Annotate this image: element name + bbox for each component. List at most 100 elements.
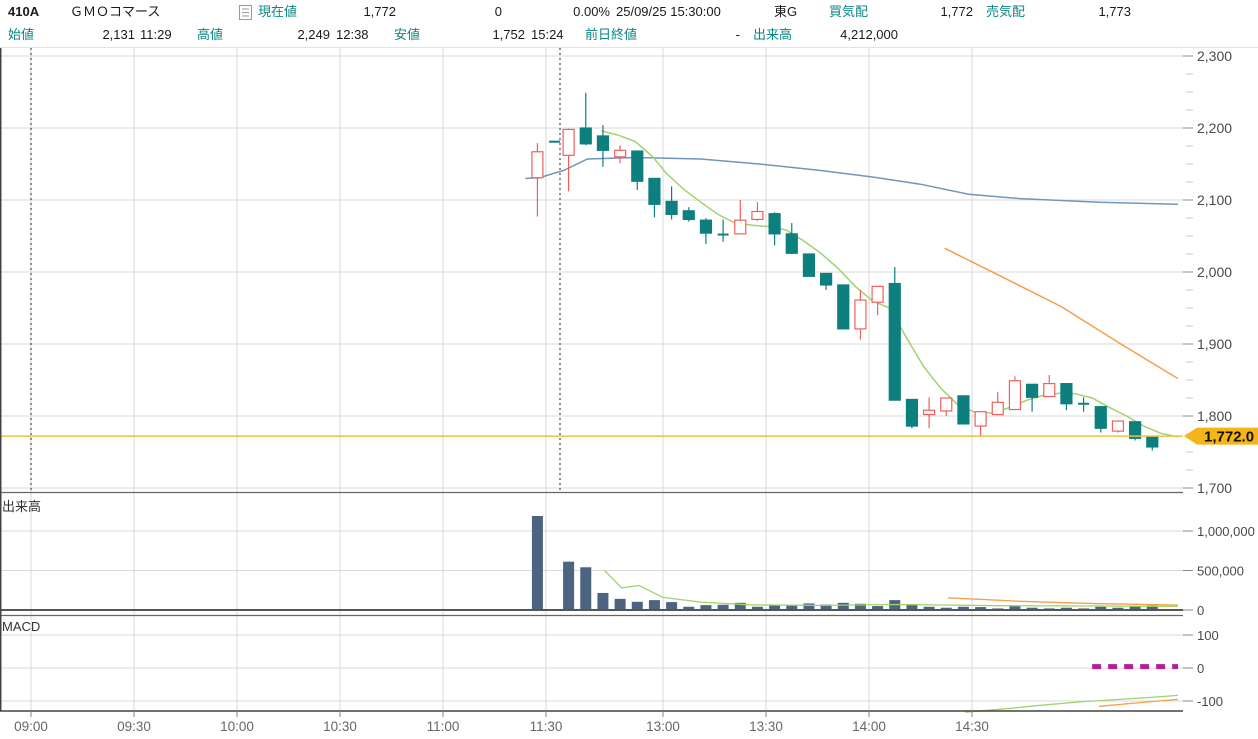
volume-bar [648, 600, 660, 610]
volume-bar [580, 567, 592, 610]
svg-text:10:30: 10:30 [323, 719, 357, 734]
volume-bar [700, 605, 712, 610]
volume-bar [820, 604, 832, 610]
volume-ma-green [604, 570, 1179, 608]
symbol-name: ＧＭＯコマース [70, 4, 161, 19]
ask-label: 売気配 [986, 4, 1026, 19]
quote-datetime: 25/09/25 15:30:00 [616, 4, 721, 19]
low-label: 安値 [394, 27, 421, 42]
volume-bar [631, 601, 643, 610]
candle [1146, 436, 1159, 448]
volume-bar [1095, 606, 1107, 610]
candle [871, 285, 884, 303]
ma-mid-line [525, 156, 1179, 206]
ma-long-line [944, 247, 1179, 380]
volume-bar [906, 604, 918, 610]
price-axis: 1,700 1,800 1,900 2,000 2,100 2,200 2,300 1,000… [1183, 48, 1255, 709]
board-icon[interactable] [239, 5, 252, 20]
volume-bar [597, 592, 609, 610]
candle [991, 401, 1004, 416]
volume-bar [786, 605, 798, 610]
day-volume-value: 4,212,000 [840, 27, 898, 42]
header-divider [0, 47, 1258, 48]
svg-text:09:30: 09:30 [117, 719, 151, 734]
volume-bar [923, 606, 935, 610]
candle [699, 219, 713, 234]
volume-ma-orange [947, 597, 1179, 606]
quote-header: 410A ＧＭＯコマース 現在値 1,772 0 0.00% 25/09/25 … [0, 0, 1258, 47]
pane-separators [0, 48, 1183, 712]
svg-text:100: 100 [1197, 628, 1219, 643]
volume-bar [837, 602, 849, 610]
volume-bar [614, 598, 626, 610]
open-time: 11:29 [140, 27, 172, 42]
current-price-label: 現在値 [258, 4, 298, 19]
volume-bar [1112, 607, 1124, 610]
volume-bar [683, 606, 695, 610]
svg-text:1,000,000: 1,000,000 [1197, 524, 1255, 539]
high-time: 12:38 [336, 27, 369, 42]
svg-text:13:00: 13:00 [646, 719, 680, 734]
candle [974, 411, 987, 427]
candle [854, 299, 867, 330]
svg-text:14:00: 14:00 [852, 719, 886, 734]
market-segment: 東G [774, 4, 798, 19]
volume-bar [717, 604, 729, 610]
volume-bar [751, 606, 763, 610]
candle [905, 398, 919, 427]
high-value: 2,249 [297, 27, 330, 42]
svg-text:11:30: 11:30 [530, 719, 563, 734]
candle [1025, 383, 1039, 398]
candle [1008, 380, 1022, 411]
volume-bar [803, 603, 815, 610]
svg-text:11:00: 11:00 [427, 719, 460, 734]
volume-bar [957, 606, 969, 610]
prev-close-value: - [735, 27, 740, 42]
candle [596, 135, 610, 151]
candle [734, 219, 747, 235]
candle [562, 128, 575, 156]
candle [837, 284, 850, 330]
current-price-value: 1,772 [363, 4, 396, 19]
svg-text:13:30: 13:30 [749, 719, 783, 734]
candle [785, 233, 798, 254]
day-volume-label: 出来高 [753, 27, 793, 42]
prev-close-label: 前日終値 [585, 27, 638, 42]
svg-text:1,700: 1,700 [1197, 480, 1232, 496]
bid-value: 1,772 [940, 4, 973, 19]
volume-bar [1060, 607, 1072, 610]
svg-text:2,200: 2,200 [1197, 120, 1232, 136]
macd-pane-label: MACD [2, 619, 41, 634]
volume-bar [1009, 606, 1021, 610]
candle [579, 127, 592, 145]
volume-bar [531, 515, 543, 610]
svg-text:14:30: 14:30 [955, 719, 989, 734]
volume-bar [1146, 605, 1158, 610]
candle [819, 272, 833, 286]
ask-value: 1,773 [1098, 4, 1131, 19]
change-value: 0 [494, 4, 502, 19]
macd-line-green [965, 694, 1179, 713]
volume-bar [854, 603, 866, 610]
svg-text:1,800: 1,800 [1197, 408, 1232, 424]
candle [957, 395, 970, 425]
svg-text:2,100: 2,100 [1197, 192, 1232, 208]
svg-text:1,772.0: 1,772.0 [1204, 429, 1254, 446]
current-price-badge: 1,772.0 [1184, 427, 1258, 446]
svg-text:1,900: 1,900 [1197, 336, 1232, 352]
low-time: 15:24 [531, 27, 564, 42]
volume-bar [563, 561, 575, 610]
candle [1128, 421, 1142, 439]
candle [613, 149, 627, 158]
svg-text:-100: -100 [1197, 694, 1223, 709]
volume-bar [734, 602, 746, 610]
candle [751, 210, 764, 221]
gridlines [0, 48, 1183, 711]
svg-text:2,000: 2,000 [1197, 264, 1232, 280]
svg-text:0: 0 [1197, 661, 1204, 676]
candle [768, 213, 781, 235]
macd-line-orange [1098, 698, 1179, 707]
low-value: 1,752 [492, 27, 525, 42]
